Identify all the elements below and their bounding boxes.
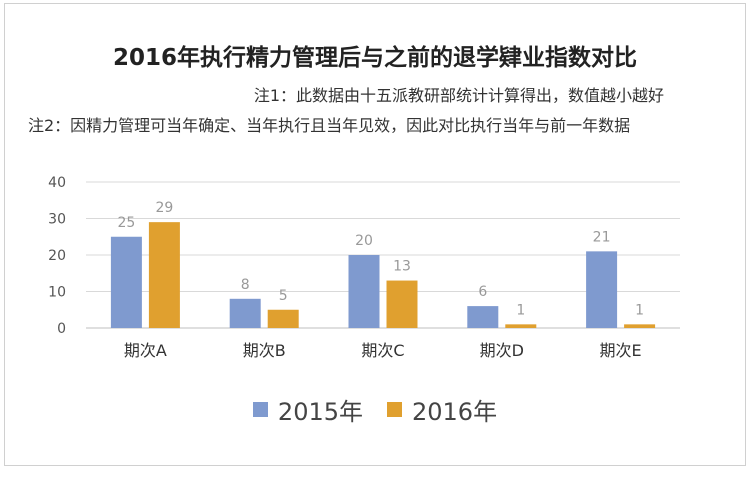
data-label: 13 bbox=[393, 259, 411, 275]
data-label: 8 bbox=[241, 277, 250, 293]
x-tick-label: 期次D bbox=[480, 341, 524, 360]
bar-2015年-期次A bbox=[110, 236, 142, 328]
data-label: 20 bbox=[355, 233, 373, 249]
data-label: 5 bbox=[279, 288, 288, 304]
data-label: 6 bbox=[478, 284, 487, 300]
legend-swatch-2015 bbox=[252, 402, 268, 417]
legend-label-2015: 2015年 bbox=[277, 398, 363, 426]
data-label: 21 bbox=[593, 229, 611, 245]
legend-item-2015: 2015年 bbox=[252, 392, 363, 427]
x-tick-label: 期次E bbox=[600, 341, 642, 360]
y-tick-label: 20 bbox=[48, 248, 66, 264]
bar-2016年-期次E bbox=[624, 324, 656, 328]
bar-2016年-期次C bbox=[386, 280, 418, 328]
legend-item-2016: 2016年 bbox=[387, 392, 497, 427]
bar-2016年-期次D bbox=[505, 324, 537, 328]
legend-label-2016: 2016年 bbox=[412, 398, 498, 426]
x-tick-label: 期次A bbox=[124, 341, 167, 360]
chart-title: 2016年执行精力管理后与之前的退学肄业指数对比 bbox=[112, 45, 637, 71]
data-label: 25 bbox=[117, 215, 135, 231]
bar-2016年-期次B bbox=[267, 309, 299, 328]
bar-2015年-期次B bbox=[229, 298, 261, 328]
x-tick-label: 期次C bbox=[361, 341, 404, 360]
chart-frame bbox=[4, 3, 746, 466]
data-label: 29 bbox=[155, 200, 173, 216]
y-tick-label: 10 bbox=[48, 285, 66, 301]
legend-swatch-2016 bbox=[387, 402, 402, 417]
bar-2015年-期次C bbox=[348, 255, 380, 328]
chart-legend: 2015年 2016年 bbox=[0, 392, 750, 427]
bar-2016年-期次A bbox=[148, 222, 180, 328]
chart-note-1: 注1：此数据由十五派教研部统计计算得出，数值越小越好 bbox=[253, 86, 664, 105]
y-tick-label: 0 bbox=[57, 321, 66, 337]
bar-2015年-期次D bbox=[467, 306, 499, 328]
data-label: 1 bbox=[635, 302, 644, 318]
x-tick-label: 期次B bbox=[243, 341, 286, 360]
bar-2015年-期次E bbox=[586, 251, 618, 328]
y-tick-label: 30 bbox=[48, 212, 66, 228]
y-tick-label: 40 bbox=[48, 175, 66, 191]
data-label: 1 bbox=[516, 302, 525, 318]
chart-note-2: 注2：因精力管理可当年确定、当年执行且当年见效，因此对比执行当年与前一年数据 bbox=[28, 116, 631, 135]
